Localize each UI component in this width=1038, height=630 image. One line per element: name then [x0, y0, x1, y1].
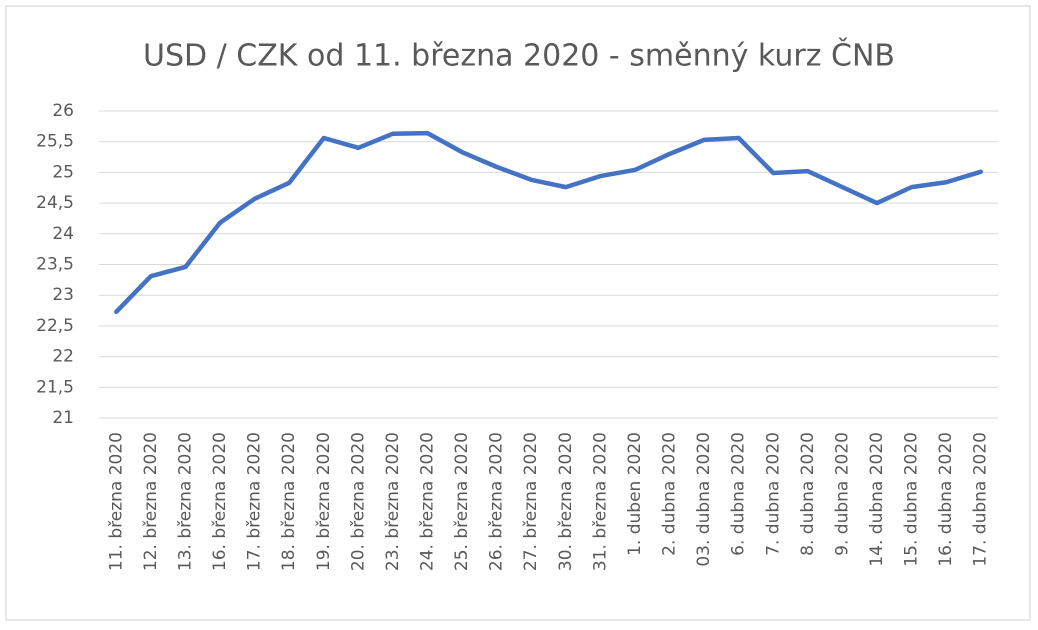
y-tick-label: 22: [52, 347, 74, 367]
data-line: [114, 130, 983, 315]
chart-title: USD / CZK od 11. března 2020 - směnný ku…: [143, 37, 895, 74]
x-tick-label: 20. března 2020: [348, 432, 368, 571]
x-tick-label: 17. března 2020: [245, 432, 265, 571]
y-tick-label: 25: [52, 162, 74, 182]
x-tick-label: 6. dubna 2020: [729, 432, 749, 556]
x-tick-label: 30. března 2020: [556, 432, 576, 571]
chart-frame: [5, 5, 1031, 621]
x-tick-label: 17. dubna 2020: [971, 432, 991, 567]
y-tick-label: 21: [52, 408, 74, 428]
y-tick-label: 23,5: [36, 255, 74, 275]
x-tick-label: 23. března 2020: [383, 432, 403, 571]
x-tick-label: 13. března 2020: [175, 432, 195, 571]
y-tick-label: 21,5: [36, 377, 74, 397]
x-tick-label: 31. března 2020: [590, 432, 610, 571]
x-tick-label: 7. dubna 2020: [763, 432, 783, 556]
x-tick-label: 1. duben 2020: [625, 432, 645, 556]
x-tick-label: 18. března 2020: [279, 432, 299, 571]
x-tick-label: 16. dubna 2020: [936, 432, 956, 567]
x-tick-label: 15. dubna 2020: [902, 432, 922, 567]
y-tick-label: 24: [52, 224, 74, 244]
x-tick-label: 25. března 2020: [452, 432, 472, 571]
y-tick-label: 22,5: [36, 316, 74, 336]
y-tick-label: 24,5: [36, 193, 74, 213]
x-tick-label: 24. března 2020: [417, 432, 437, 571]
x-tick-label: 03. dubna 2020: [694, 432, 714, 567]
x-tick-label: 2. dubna 2020: [660, 432, 680, 556]
x-tick-label: 11. března 2020: [106, 432, 126, 571]
x-tick-label: 16. března 2020: [210, 432, 230, 571]
x-tick-label: 19. března 2020: [314, 432, 334, 571]
y-tick-label: 23: [52, 285, 74, 305]
x-tick-label: 26. března 2020: [487, 432, 507, 571]
x-tick-label: 27. března 2020: [521, 432, 541, 571]
x-tick-label: 8. dubna 2020: [798, 432, 818, 556]
x-tick-label: 14. dubna 2020: [867, 432, 887, 567]
y-tick-label: 25,5: [36, 132, 74, 152]
x-tick-label: 9. dubna 2020: [832, 432, 852, 556]
y-tick-label: 26: [52, 101, 74, 121]
x-tick-label: 12. března 2020: [141, 432, 161, 571]
